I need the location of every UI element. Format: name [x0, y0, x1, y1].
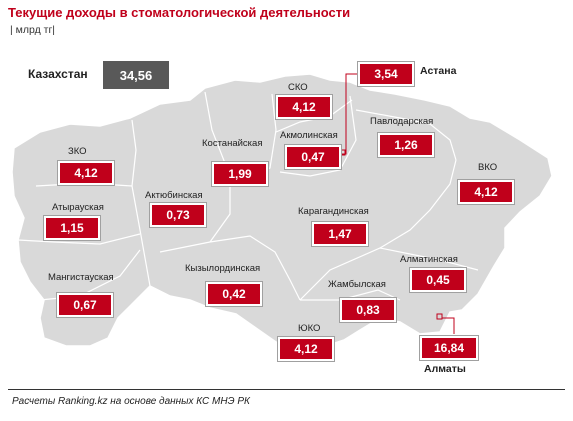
region-value-atyrau: 1,15 [43, 215, 101, 241]
page-title: Текущие доходы в стоматологической деяте… [8, 5, 351, 20]
region-label-mangistau: Мангистауская [48, 272, 114, 283]
region-label-almaty: Алматы [424, 363, 466, 375]
total-label: Казахстан [28, 67, 88, 81]
region-value-yuko: 4,12 [277, 336, 335, 362]
region-value-karaganda: 1,47 [311, 221, 369, 247]
total-value: 34,56 [103, 61, 169, 89]
almaty-leader-line [442, 317, 455, 334]
region-label-pavlodar: Павлодарская [370, 116, 434, 127]
region-label-yuko: ЮКО [298, 323, 321, 334]
region-label-zhambyl: Жамбылская [328, 279, 386, 290]
region-value-almobl: 0,45 [409, 267, 467, 293]
region-label-sko: СКО [288, 82, 308, 93]
region-label-vko: ВКО [478, 162, 498, 173]
region-value-kyzylorda: 0,42 [205, 281, 263, 307]
region-value-akmola: 0,47 [284, 144, 342, 170]
region-value-vko: 4,12 [457, 179, 515, 205]
astana-leader-line [342, 73, 358, 155]
region-value-aktobe: 0,73 [149, 202, 207, 228]
region-value-mangistau: 0,67 [56, 292, 114, 318]
region-value-zko: 4,12 [57, 160, 115, 186]
region-label-akmola: Акмолинская [280, 130, 338, 141]
region-value-kostanay: 1,99 [211, 161, 269, 187]
region-value-pavlodar: 1,26 [377, 132, 435, 158]
unit-label: | млрд тг| [10, 24, 55, 36]
region-label-aktobe: Актюбинская [145, 190, 203, 201]
region-label-karaganda: Карагандинская [298, 206, 369, 217]
region-value-almaty: 16,84 [419, 335, 479, 361]
footer-divider [8, 389, 565, 390]
region-label-atyrau: Атырауская [52, 202, 104, 213]
almaty-marker [436, 313, 443, 320]
source-note: Расчеты Ranking.kz на основе данных КС М… [12, 396, 250, 407]
region-value-sko: 4,12 [275, 94, 333, 120]
region-label-almobl: Алматинская [400, 254, 458, 265]
region-value-astana: 3,54 [357, 61, 415, 87]
region-label-astana: Астана [420, 65, 457, 77]
region-label-zko: ЗКО [68, 146, 87, 157]
region-label-kyzylorda: Кызылординская [185, 263, 261, 274]
region-label-kostanay: Костанайская [202, 138, 263, 149]
region-value-zhambyl: 0,83 [339, 297, 397, 323]
